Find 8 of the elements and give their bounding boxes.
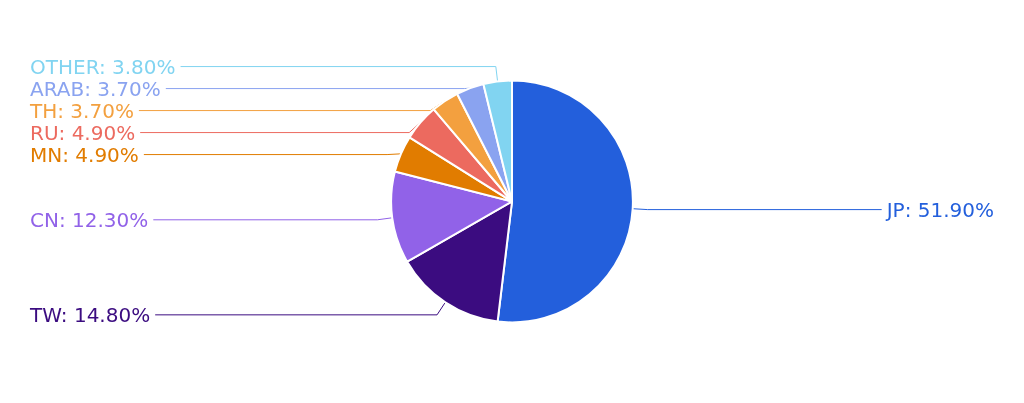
slice-label: MN: 4.90% (30, 142, 139, 167)
slice-label: JP: 51.90% (884, 197, 994, 222)
slice-label: RU: 4.90% (30, 120, 136, 145)
slice-label: TW: 14.80% (29, 302, 151, 327)
slice-label: CN: 12.30% (30, 207, 149, 232)
slice-label: ARAB: 3.70% (30, 76, 161, 101)
slice-label: OTHER: 3.80% (30, 54, 176, 79)
slice-label: TH: 3.70% (29, 98, 134, 123)
